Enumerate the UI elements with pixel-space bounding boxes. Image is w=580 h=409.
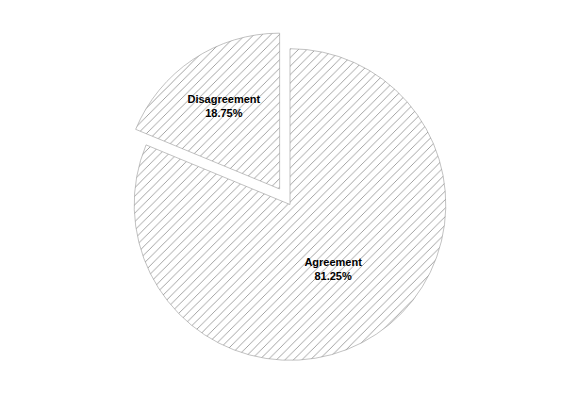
svg-text:Disagreement18.75%: Disagreement18.75% [187, 93, 260, 119]
svg-text:Agreement81.25%: Agreement81.25% [304, 256, 362, 282]
